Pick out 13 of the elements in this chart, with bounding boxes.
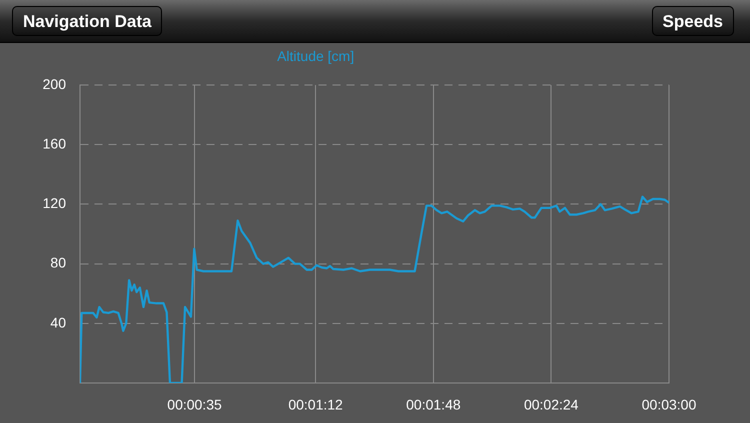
x-tick-label: 00:01:12 xyxy=(288,396,344,412)
y-tick-label: 160 xyxy=(42,135,66,152)
x-tick-label: 00:02:24 xyxy=(524,396,579,412)
chart-title: Altitude [cm] xyxy=(277,48,354,64)
text: Navigation Data xyxy=(12,6,162,36)
x-tick-label: 00:01:48 xyxy=(406,396,461,412)
y-tick-label: 80 xyxy=(50,254,66,271)
y-tick-label: 40 xyxy=(50,314,66,330)
x-tick-label: 00:03:00 xyxy=(642,396,696,412)
y-tick-label: 200 xyxy=(42,76,66,92)
y-tick-label: 120 xyxy=(42,195,66,212)
x-tick-label: 00:00:35 xyxy=(167,396,222,412)
text: Speeds xyxy=(652,6,734,36)
